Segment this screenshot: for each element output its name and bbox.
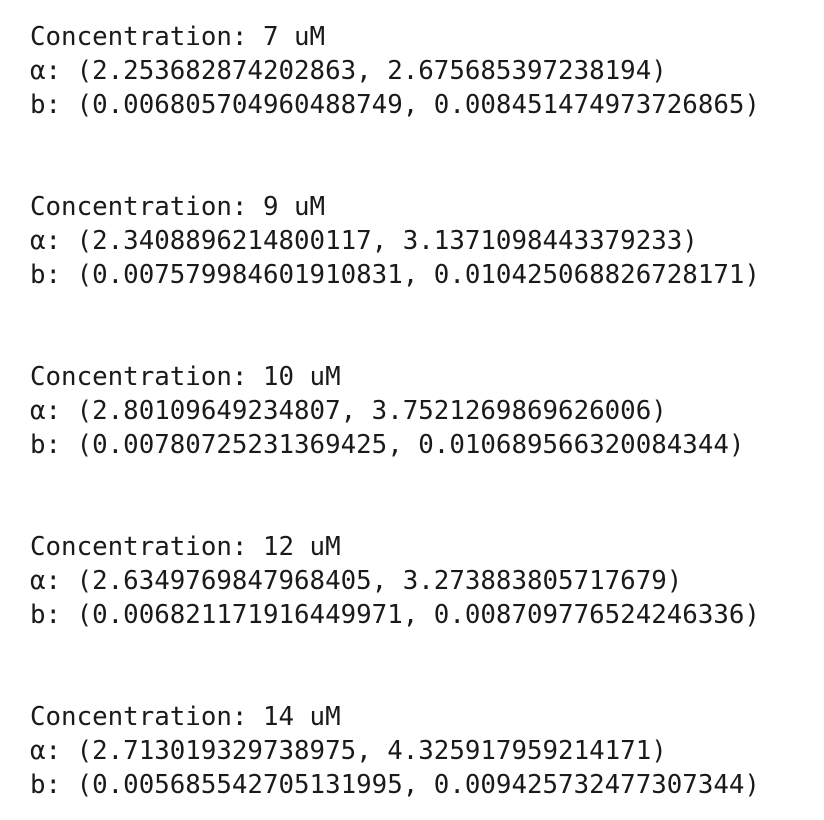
output-block: Concentration: 9 uM α: (2.340889621480011… — [30, 190, 824, 292]
output-line: α: (2.80109649234807, 3.7521269869626006… — [30, 396, 667, 426]
output-line: b: (0.00780725231369425, 0.0106895663200… — [30, 430, 745, 460]
output-block: Concentration: 12 uM α: (2.63497698479684… — [30, 530, 824, 632]
output-line: Concentration: 14 uM — [30, 702, 341, 732]
output-block: Concentration: 14 uM α: (2.71301932973897… — [30, 700, 824, 802]
output-line: Concentration: 10 uM — [30, 362, 341, 392]
output-line: b: (0.006805704960488749, 0.008451474973… — [30, 90, 760, 120]
output-line: α: (2.253682874202863, 2.675685397238194… — [30, 56, 667, 86]
output-line: Concentration: 12 uM — [30, 532, 341, 562]
output-block: Concentration: 10 uM α: (2.80109649234807… — [30, 360, 824, 462]
output-line: α: (2.713019329738975, 4.325917959214171… — [30, 736, 667, 766]
output-line: α: (2.3408896214800117, 3.13710984433792… — [30, 226, 698, 256]
output-line: Concentration: 9 uM — [30, 192, 326, 222]
output-line: b: (0.005685542705131995, 0.009425732477… — [30, 770, 760, 800]
output-line: α: (2.6349769847968405, 3.27388380571767… — [30, 566, 683, 596]
output-line: b: (0.007579984601910831, 0.010425068826… — [30, 260, 760, 290]
output-line: b: (0.006821171916449971, 0.008709776524… — [30, 600, 760, 630]
output-block: Concentration: 7 uM α: (2.253682874202863… — [30, 20, 824, 122]
output-line: Concentration: 7 uM — [30, 22, 326, 52]
